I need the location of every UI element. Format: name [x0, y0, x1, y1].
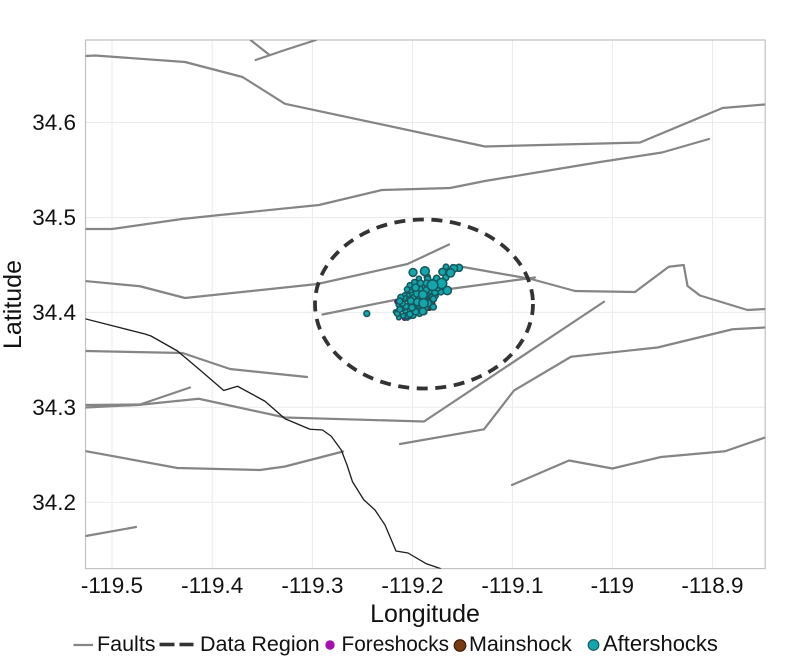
svg-text:-119.1: -119.1 [481, 573, 543, 598]
svg-text:-119: -119 [591, 573, 634, 598]
svg-text:-119.5: -119.5 [81, 573, 143, 598]
svg-text:Mainshock: Mainshock [469, 632, 572, 656]
svg-text:Aftershocks: Aftershocks [603, 631, 718, 656]
svg-text:Foreshocks: Foreshocks [342, 633, 450, 656]
svg-text:-119.2: -119.2 [381, 573, 443, 598]
svg-text:Latitude: Latitude [0, 260, 27, 349]
svg-text:-119.3: -119.3 [281, 573, 343, 598]
svg-text:Longitude: Longitude [370, 600, 480, 628]
svg-text:34.2: 34.2 [32, 490, 76, 515]
svg-text:-119.4: -119.4 [181, 573, 243, 598]
svg-text:Faults: Faults [97, 632, 156, 656]
svg-text:34.4: 34.4 [32, 300, 76, 325]
svg-text:-118.9: -118.9 [681, 573, 743, 598]
svg-text:34.5: 34.5 [32, 205, 76, 230]
svg-text:34.3: 34.3 [32, 395, 76, 420]
svg-text:34.6: 34.6 [32, 110, 76, 135]
svg-text:Data Region: Data Region [200, 632, 320, 656]
